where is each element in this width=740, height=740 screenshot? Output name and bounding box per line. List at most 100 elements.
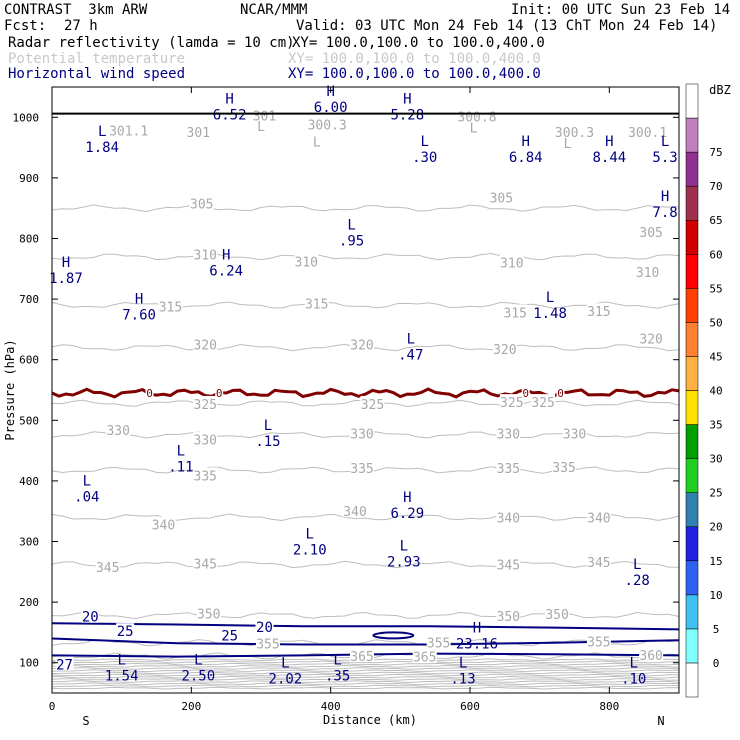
wind-extreme-value: 5.3	[652, 150, 677, 166]
theta-label-bg	[496, 460, 521, 475]
x-tick-label: 0	[49, 700, 56, 713]
colorbar-swatch	[685, 185, 699, 221]
wind-contour-label: 20	[256, 620, 273, 636]
colorbar-swatch	[685, 560, 699, 596]
y-axis-label: Pressure (hPa)	[3, 339, 17, 440]
colorbar-swatch	[685, 254, 699, 289]
theta-label-bg	[503, 304, 528, 319]
theta-label: 365	[413, 651, 436, 666]
y-tick-label: 400	[19, 475, 39, 488]
x-end-label-right: N	[657, 714, 664, 728]
wind-label-bg	[220, 627, 239, 642]
colorbar-unit: dBZ	[709, 83, 731, 97]
theta-extreme-label: L	[470, 122, 478, 137]
wind-extreme-marker: L	[347, 217, 355, 233]
colorbar-swatch	[685, 662, 699, 698]
colorbar-tick-label: 5	[713, 623, 720, 636]
colorbar-swatch	[685, 526, 699, 562]
theta-label: 315	[305, 297, 328, 312]
wind-extreme-marker: L	[281, 656, 289, 672]
zero-contour-label: 0	[557, 387, 564, 400]
theta-label: 345	[96, 561, 119, 576]
wind-label-bg	[81, 608, 100, 623]
theta-label-bg	[255, 635, 280, 650]
theta-label: 320	[493, 343, 516, 358]
zero-contour: 0 0 0 0	[51, 387, 680, 400]
wind-extreme-marker: H	[225, 91, 233, 107]
wind-extreme-value: .30	[412, 150, 437, 166]
colorbar-swatch	[685, 322, 699, 357]
model-title: CONTRAST 3km ARW	[4, 2, 148, 18]
colorbar-swatch	[685, 288, 699, 323]
wind-speed-closed-contour	[372, 631, 415, 640]
theta-label: 310	[194, 248, 217, 263]
theta-line	[51, 611, 680, 620]
theta-label: 310	[295, 256, 318, 271]
colorbar-tick-label: 75	[709, 146, 722, 159]
theta-label: 345	[587, 556, 610, 571]
theta-label-bg	[307, 116, 348, 131]
colorbar-swatch	[685, 458, 699, 493]
wind-extreme-value: .10	[621, 672, 646, 688]
wind-extreme-value: .47	[398, 347, 423, 363]
colorbar-tick-label: 10	[709, 589, 722, 602]
theta-label-bg	[294, 253, 319, 268]
colorbar-swatch	[685, 424, 699, 459]
theta-label-bg	[151, 516, 176, 531]
theta-label: 350	[545, 608, 568, 623]
theta-line	[51, 513, 680, 522]
field-name-theta: Potential temperature	[8, 51, 186, 67]
wind-label-bg	[255, 618, 274, 633]
wind-extreme-marker: H	[605, 134, 613, 150]
theta-label-bg	[545, 606, 570, 621]
wind-extreme-marker: L	[546, 290, 554, 306]
wind-speed-contour	[51, 622, 680, 631]
wind-extreme-value: 7.8	[652, 205, 677, 221]
wind-extreme-marker: L	[400, 539, 408, 555]
theta-label-bg	[193, 467, 218, 482]
theta-line-upper	[51, 673, 679, 677]
colorbar-tick-label: 65	[709, 214, 722, 227]
init-time: Init: 00 UTC Sun 23 Feb 14	[511, 2, 731, 18]
wind-extreme-marker: H	[473, 620, 481, 636]
wind-extreme-marker: L	[420, 134, 428, 150]
theta-label: 365	[350, 650, 373, 665]
plot-frame	[51, 86, 680, 694]
wind-extreme-marker: L	[633, 557, 641, 573]
theta-label: 325	[361, 398, 384, 413]
theta-label-bg	[639, 330, 664, 345]
field-name-reflectivity: Radar reflectivity (lamda = 10 cm)	[8, 35, 295, 51]
colorbar-swatch	[685, 492, 699, 527]
wind-extreme-value: 2.50	[181, 669, 215, 685]
colorbar-tick-label: 70	[709, 180, 722, 193]
zero-label-bg	[556, 387, 565, 399]
forecast-hours: 27 h	[64, 18, 98, 34]
colorbar-tick-label: 50	[709, 316, 722, 329]
wind-extreme-marker: H	[403, 490, 411, 506]
wind-extreme-value: .11	[168, 459, 193, 475]
theta-label-bg	[586, 633, 611, 648]
colorbar-tick-label: 45	[709, 350, 722, 363]
theta-line-upper	[51, 671, 679, 675]
theta-label: 320	[194, 339, 217, 354]
theta-label-bg	[360, 395, 385, 410]
colorbar-tick-label: 60	[709, 248, 722, 261]
theta-extreme-label: L	[564, 137, 572, 152]
wind-extreme-marker: L	[177, 443, 185, 459]
theta-line-upper	[51, 686, 680, 690]
wind-extreme-marker: H	[135, 291, 143, 307]
theta-extreme-label: L	[313, 136, 321, 151]
theta-label: 305	[639, 226, 662, 241]
wind-extreme-value: 2.02	[269, 672, 303, 688]
theta-label-bg	[350, 648, 375, 663]
theta-line-upper	[51, 684, 680, 688]
wind-extreme-value: .95	[339, 233, 364, 249]
wind-extreme-marker: L	[661, 134, 669, 150]
theta-label-bg	[492, 340, 517, 355]
theta-line-upper	[51, 662, 680, 666]
theta-label: 310	[636, 266, 659, 281]
theta-label-bg	[304, 295, 329, 310]
x-tick-label: 200	[181, 700, 201, 713]
